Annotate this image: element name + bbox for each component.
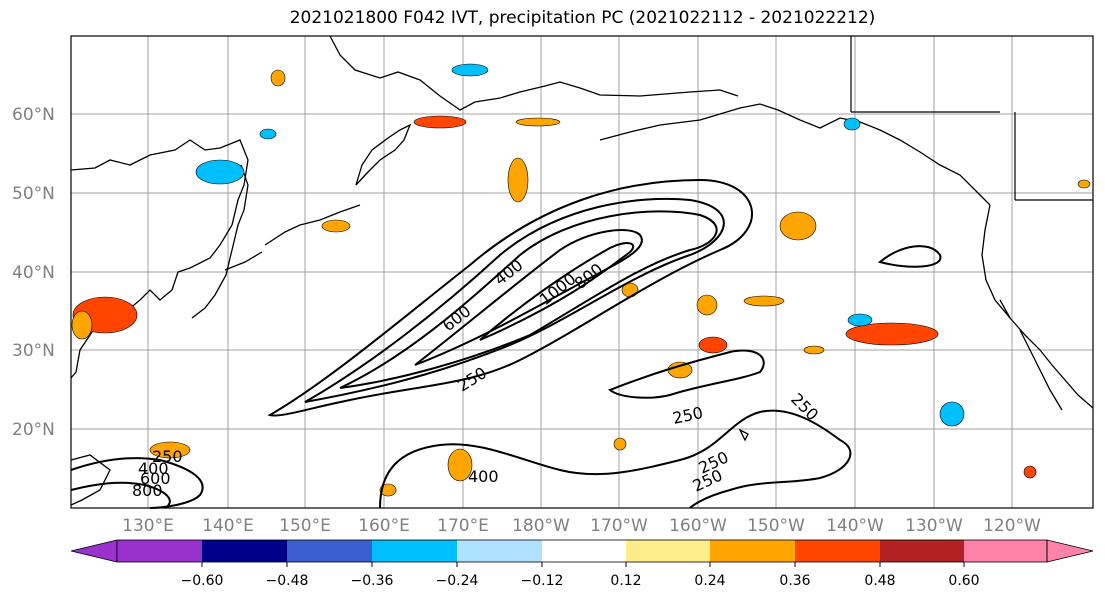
colorbar-tick-label: 0.24: [694, 573, 725, 589]
lat-label-40n: 40°N: [12, 263, 55, 283]
latitude-labels: 60°N 50°N 40°N 30°N 20°N: [12, 105, 55, 440]
lon-label-140e: 140°E: [202, 516, 254, 536]
colorbar-segment: [202, 540, 287, 562]
colorbar-tick-label: 0.48: [864, 573, 895, 589]
colorbar-segment: [626, 540, 710, 562]
lon-label-170e: 170°E: [437, 516, 489, 536]
colorbar-segment: [287, 540, 372, 562]
map-panel: 400 1000 800 600 250 250 250 250 400 250…: [70, 35, 1094, 509]
lon-label-150w: 150°W: [747, 516, 805, 536]
ivt-contours: [70, 178, 942, 509]
colorbar-tick-label: 0.60: [948, 573, 979, 589]
colorbar-tick-label: −0.12: [521, 573, 564, 589]
colorbar-segment: [795, 540, 880, 562]
coastlines: [70, 35, 1094, 506]
colorbar-tick-label: −0.48: [266, 573, 309, 589]
colorbar-tick-label: −0.60: [181, 573, 224, 589]
longitude-labels: 130°E 140°E 150°E 160°E 170°E 180°W 170°…: [122, 516, 1041, 536]
contour-label-800: 800: [132, 481, 163, 500]
colorbar: −0.60 −0.48 −0.36 −0.24 −0.12 0.12 0.24 …: [70, 539, 1094, 589]
precip-patches: [71, 63, 1091, 497]
contour-label-400: 400: [468, 467, 499, 486]
country-borders: [850, 36, 1093, 201]
lon-label-130e: 130°E: [122, 516, 174, 536]
lon-label-130w: 130°W: [905, 516, 963, 536]
colorbar-segment: [372, 540, 457, 562]
colorbar-ticks: [201, 562, 965, 567]
contour-label-250: 250: [152, 447, 183, 466]
lat-label-60n: 60°N: [12, 105, 55, 125]
colorbar-tick-label: 0.36: [779, 573, 810, 589]
colorbar-segment: [964, 540, 1047, 562]
lat-label-50n: 50°N: [12, 184, 55, 204]
lon-label-150e: 150°E: [279, 516, 331, 536]
colorbar-segment: [457, 540, 542, 562]
lon-label-160w: 160°W: [669, 516, 727, 536]
contour-label-400: 400: [138, 459, 169, 478]
lon-label-140w: 140°W: [826, 516, 884, 536]
colorbar-tick-label: −0.36: [351, 573, 394, 589]
lat-label-20n: 20°N: [12, 420, 55, 440]
colorbar-segment: [117, 540, 202, 562]
lon-label-170w: 170°W: [590, 516, 648, 536]
graticule: [71, 36, 1093, 508]
lon-label-180w: 180°W: [512, 516, 570, 536]
colorbar-segment: [880, 540, 964, 562]
lon-label-120w: 120°W: [983, 516, 1041, 536]
colorbar-tick-label: 0.12: [610, 573, 641, 589]
map-title: 2021021800 F042 IVT, precipitation PC (2…: [289, 8, 876, 28]
lat-label-30n: 30°N: [12, 341, 55, 361]
colorbar-extend-max: [1046, 539, 1094, 563]
colorbar-segment: [542, 540, 626, 562]
lon-label-160e: 160°E: [358, 516, 410, 536]
colorbar-segment: [710, 540, 795, 562]
contour-label-600: 600: [140, 469, 171, 488]
colorbar-tick-label: −0.24: [436, 573, 479, 589]
colorbar-extend-min: [70, 539, 118, 563]
